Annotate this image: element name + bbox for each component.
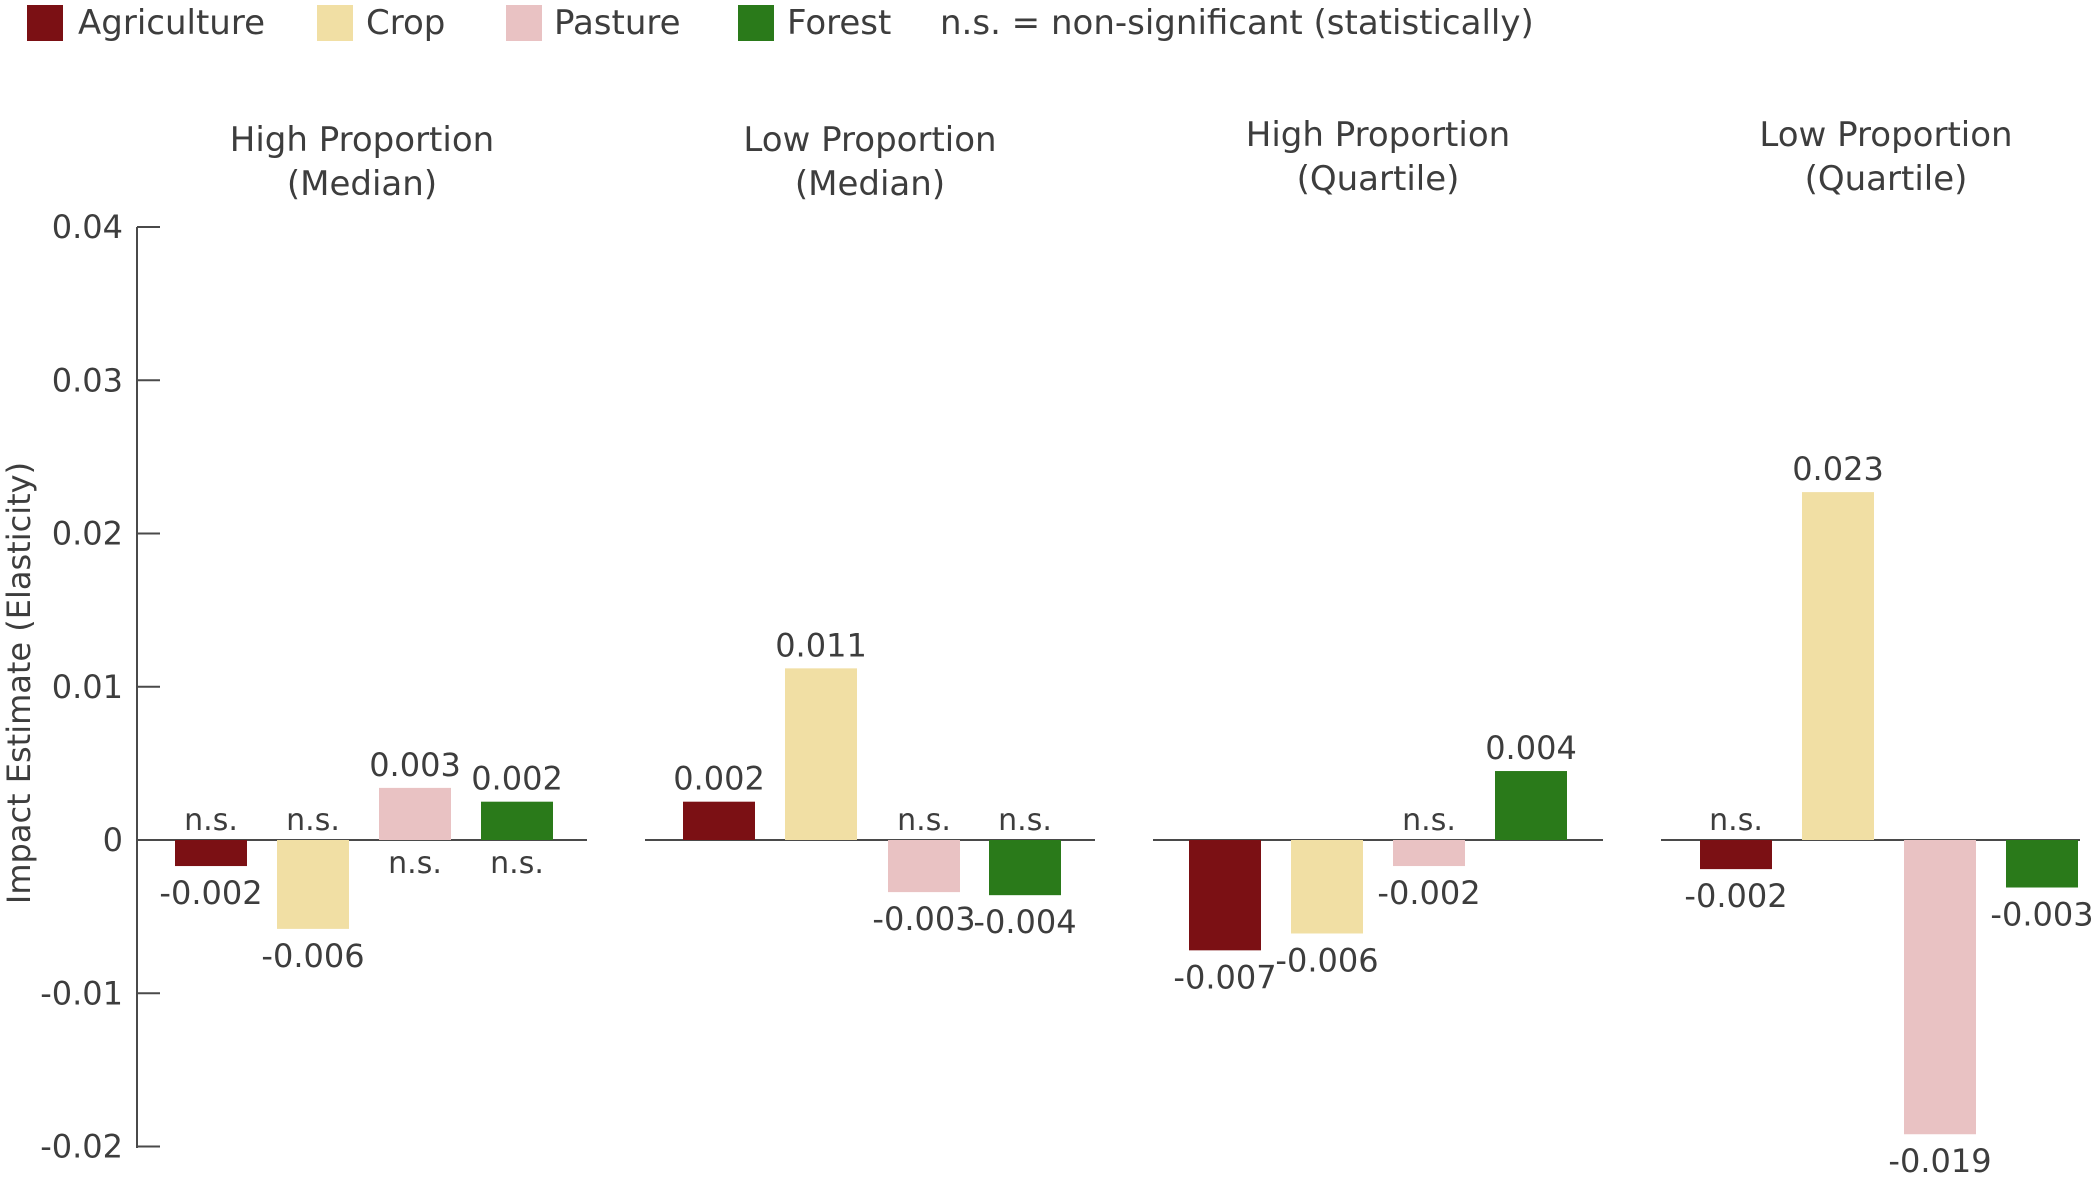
value-label-panel3-forest: -0.003 [1990, 896, 2093, 934]
y-axis-title: Impact Estimate (Elasticity) [0, 462, 38, 904]
bar-panel1-agriculture [683, 801, 755, 840]
value-label-panel2-crop: -0.006 [1275, 941, 1378, 979]
ns-label-panel0-agriculture: n.s. [184, 803, 238, 838]
value-label-panel1-agriculture: 0.002 [673, 760, 765, 798]
panel-0-title-line1: High Proportion [230, 120, 494, 160]
legend-label-forest: Forest [787, 3, 891, 43]
bar-panel2-pasture [1393, 840, 1465, 867]
panel-3-title-line1: Low Proportion [1759, 115, 2012, 155]
value-label-panel0-agriculture: -0.002 [159, 874, 262, 912]
ns-label-panel1-pasture: n.s. [897, 803, 951, 838]
value-label-panel2-pasture: -0.002 [1377, 874, 1480, 912]
value-label-panel3-pasture: -0.019 [1888, 1142, 1991, 1180]
bar-panel1-pasture [888, 840, 960, 893]
y-tick-label-0: 0.04 [52, 208, 123, 246]
ns-label-panel0-forest: n.s. [490, 846, 544, 881]
legend-note: n.s. = non-significant (statistically) [940, 3, 1534, 43]
bar-panel2-crop [1291, 840, 1363, 934]
bar-panel0-crop [277, 840, 349, 929]
bar-panel3-forest [2006, 840, 2078, 888]
ns-label-panel1-forest: n.s. [998, 803, 1052, 838]
value-label-panel3-agriculture: -0.002 [1684, 877, 1787, 915]
bar-panel1-crop [785, 668, 857, 840]
panel-3-title-line2: (Quartile) [1805, 159, 1968, 199]
value-label-panel1-crop: 0.011 [775, 626, 867, 664]
y-tick-label-1: 0.03 [52, 361, 123, 399]
value-label-panel0-forest: 0.002 [471, 760, 563, 798]
value-label-panel0-pasture: 0.003 [369, 746, 461, 784]
panel-1-title-line1: Low Proportion [743, 120, 996, 160]
value-label-panel0-crop: -0.006 [261, 937, 364, 975]
bar-panel0-forest [481, 801, 553, 840]
bar-panel0-pasture [379, 787, 451, 840]
panel-2-title-line2: (Quartile) [1297, 159, 1460, 199]
panel-0-title-line2: (Median) [287, 164, 437, 204]
legend-label-agriculture: Agriculture [78, 3, 265, 43]
value-label-panel1-pasture: -0.003 [872, 900, 975, 938]
value-label-panel2-agriculture: -0.007 [1173, 958, 1276, 996]
ns-label-panel0-pasture: n.s. [388, 846, 442, 881]
bar-panel2-forest [1495, 771, 1567, 840]
ns-label-panel3-agriculture: n.s. [1709, 803, 1763, 838]
legend-label-crop: Crop [366, 3, 445, 43]
y-tick-label-6: -0.02 [40, 1128, 123, 1166]
legend-swatch-crop [317, 5, 353, 41]
bar-panel3-agriculture [1700, 840, 1772, 870]
value-label-panel3-crop: 0.023 [1792, 450, 1884, 488]
y-tick-label-3: 0.01 [52, 668, 123, 706]
bar-panel0-agriculture [175, 840, 247, 867]
legend-swatch-agriculture [27, 5, 63, 41]
value-label-panel2-forest: 0.004 [1485, 729, 1577, 767]
bar-panel1-forest [989, 840, 1061, 896]
panel-1-title-line2: (Median) [795, 164, 945, 204]
legend-swatch-pasture [506, 5, 542, 41]
ns-label-panel2-pasture: n.s. [1402, 803, 1456, 838]
bar-panel3-pasture [1904, 840, 1976, 1135]
legend-swatch-forest [738, 5, 774, 41]
bar-panel2-agriculture [1189, 840, 1261, 951]
y-tick-label-5: -0.01 [40, 974, 123, 1012]
legend-label-pasture: Pasture [554, 3, 681, 43]
panel-2-title-line1: High Proportion [1246, 115, 1510, 155]
value-label-panel1-forest: -0.004 [973, 903, 1076, 941]
y-tick-label-4: 0 [103, 821, 123, 859]
y-tick-label-2: 0.02 [52, 515, 123, 553]
bar-panel3-crop [1802, 492, 1874, 840]
ns-label-panel0-crop: n.s. [286, 803, 340, 838]
